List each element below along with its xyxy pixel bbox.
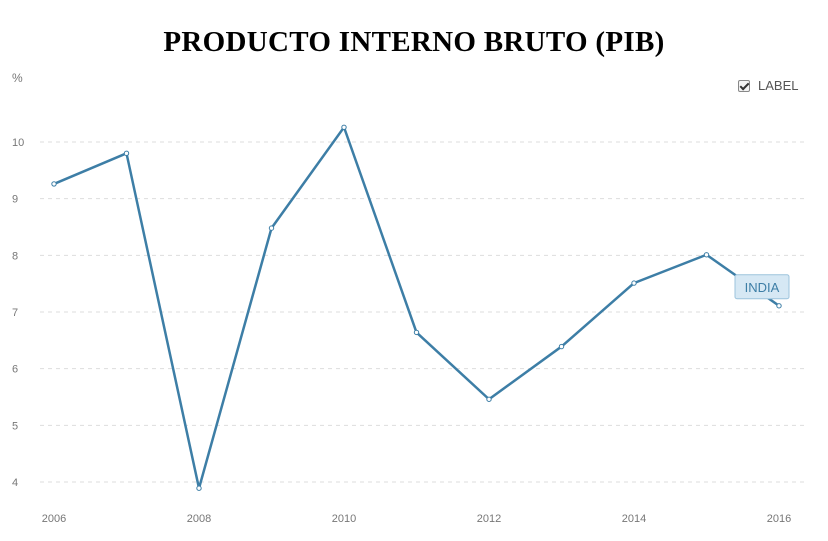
data-point-2008[interactable] [196,485,202,491]
label-toggle-text: LABEL [758,78,799,93]
y-tick-6: 6 [12,364,18,376]
grid-lines [40,141,808,483]
x-tick-2016: 2016 [767,513,791,525]
data-point-2009[interactable] [268,225,275,231]
label-checkbox[interactable] [738,79,750,92]
data-point-2010[interactable] [341,124,347,130]
data-point-2013[interactable] [558,343,565,350]
x-axis-ticks: 2006 2008 2010 2012 2014 2016 [42,513,791,525]
y-tick-8: 8 [12,250,18,262]
data-point-2015[interactable] [703,252,710,258]
data-point-2012[interactable] [486,396,492,402]
data-point-2014[interactable] [631,280,637,286]
x-tick-2010: 2010 [332,513,356,525]
x-tick-2014: 2014 [622,513,646,525]
y-tick-4: 4 [12,477,18,489]
series-label-tag: INDIA [734,274,790,300]
data-point-2007[interactable] [123,150,130,157]
y-tick-7: 7 [12,307,18,319]
series-tag-label: INDIA [745,280,780,295]
y-tick-5: 5 [12,420,18,432]
data-point-2016[interactable] [776,303,782,309]
y-tick-10: 10 [12,137,24,149]
label-toggle[interactable]: LABEL [738,78,798,93]
y-tick-9: 9 [12,194,18,206]
chart-title: PRODUCTO INTERNO BRUTO (PIB) [163,26,665,58]
y-axis-ticks: 4 5 6 7 8 9 10 [12,137,24,489]
series-tag-box [734,274,790,300]
series-india [51,124,782,491]
y-axis-unit: % [12,71,23,85]
x-tick-2012: 2012 [477,513,501,525]
series-line [53,126,780,490]
data-point-2006[interactable] [51,181,57,187]
x-tick-2008: 2008 [187,513,211,525]
data-point-2011[interactable] [413,329,420,336]
x-tick-2006: 2006 [42,513,66,525]
